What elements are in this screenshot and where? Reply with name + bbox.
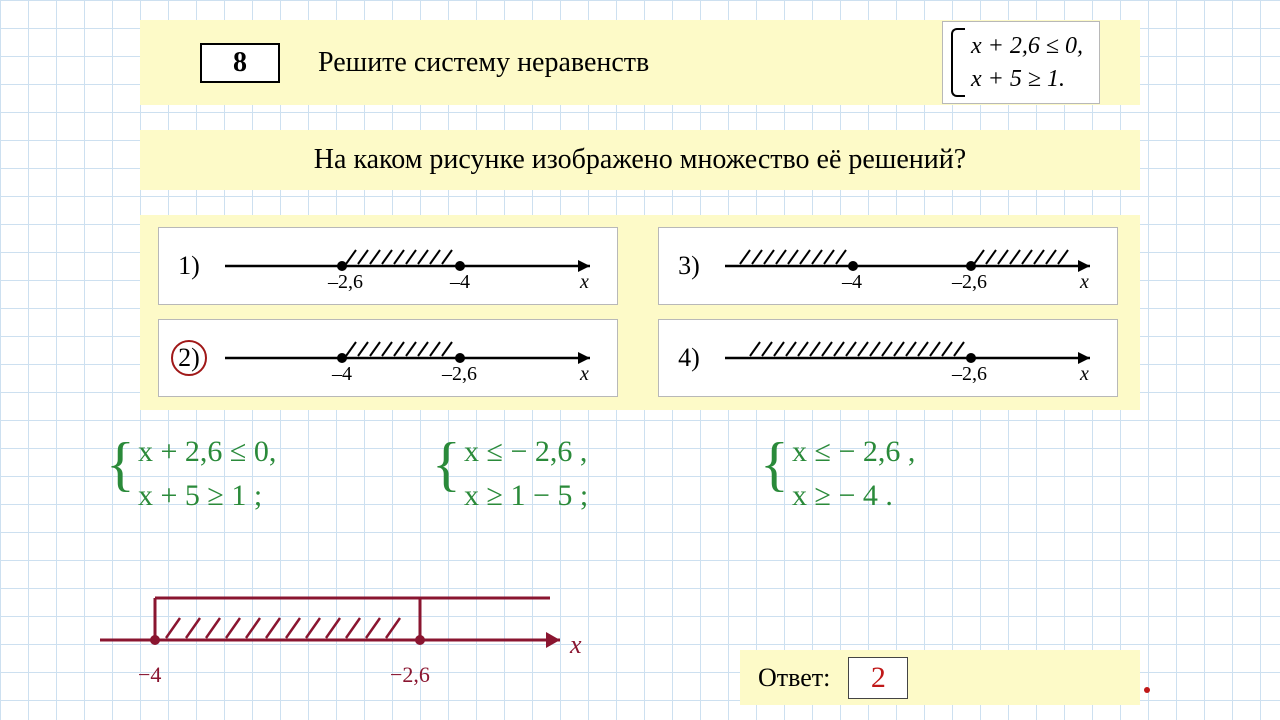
hand-x-label: x bbox=[570, 630, 582, 660]
answer-block: Ответ: 2 bbox=[740, 650, 1140, 705]
hand-brace-1: { bbox=[106, 430, 135, 499]
hand-group-2: x ≤ − 2,6 , x ≥ 1 − 5 ; bbox=[464, 430, 588, 517]
question-block: На каком рисунке изображено множество её… bbox=[140, 130, 1140, 190]
option-3: 3) bbox=[658, 227, 1118, 305]
task-title: Решите систему неравенств bbox=[318, 47, 649, 79]
red-dot-icon bbox=[1144, 687, 1150, 693]
option-4: 4) bbox=[658, 319, 1118, 397]
svg-text:–2,6: –2,6 bbox=[951, 363, 987, 385]
question-text: На каком рисунке изображено множество её… bbox=[314, 144, 966, 176]
option-1: 1) bbox=[158, 227, 618, 305]
system-line-2: x + 5 ≥ 1. bbox=[971, 63, 1083, 95]
inequality-system: x + 2,6 ≤ 0, x + 5 ≥ 1. bbox=[942, 21, 1100, 104]
option-2-axis: –4 –2,6 x bbox=[215, 328, 605, 388]
option-2: 2) –4 bbox=[158, 319, 618, 397]
svg-text:–2,6: –2,6 bbox=[327, 271, 363, 293]
options-block: 1) bbox=[140, 215, 1140, 410]
svg-text:–4: –4 bbox=[841, 271, 862, 293]
svg-text:x: x bbox=[1079, 271, 1089, 293]
task-block: 8 Решите систему неравенств x + 2,6 ≤ 0,… bbox=[140, 20, 1140, 105]
option-4-num: 4) bbox=[671, 343, 707, 373]
svg-text:–2,6: –2,6 bbox=[951, 271, 987, 293]
answer-value: 2 bbox=[871, 661, 886, 695]
option-2-num: 2) bbox=[171, 340, 207, 376]
option-1-axis: –2,6 –4 x bbox=[215, 236, 605, 296]
hand-tick-neg26: −2,6 bbox=[390, 662, 430, 688]
svg-text:x: x bbox=[1079, 363, 1089, 385]
hand-tick-neg4: −4 bbox=[138, 662, 161, 688]
svg-text:x: x bbox=[579, 271, 589, 293]
task-number: 8 bbox=[233, 47, 247, 79]
option-3-axis: –4 –2,6 x bbox=[715, 236, 1105, 296]
option-4-axis: –2,6 x bbox=[715, 328, 1105, 388]
hand-group-1: x + 2,6 ≤ 0, x + 5 ≥ 1 ; bbox=[138, 430, 276, 517]
option-1-num: 1) bbox=[171, 251, 207, 281]
svg-text:–2,6: –2,6 bbox=[441, 363, 477, 385]
hand-brace-3: { bbox=[760, 430, 789, 499]
answer-value-box: 2 bbox=[848, 657, 908, 699]
option-3-num: 3) bbox=[671, 251, 707, 281]
task-number-box: 8 bbox=[200, 43, 280, 83]
svg-text:–4: –4 bbox=[449, 271, 470, 293]
svg-text:x: x bbox=[579, 363, 589, 385]
answer-label: Ответ: bbox=[758, 663, 830, 693]
hand-group-3: x ≤ − 2,6 , x ≥ − 4 . bbox=[792, 430, 915, 517]
svg-text:–4: –4 bbox=[331, 363, 352, 385]
system-line-1: x + 2,6 ≤ 0, bbox=[971, 30, 1083, 62]
hand-brace-2: { bbox=[432, 430, 461, 499]
